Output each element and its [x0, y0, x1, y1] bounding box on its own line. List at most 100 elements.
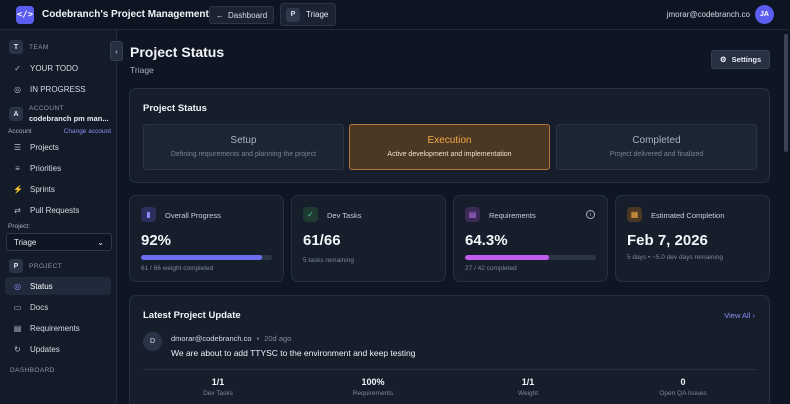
metric-value: 100% — [361, 377, 385, 387]
team-label: TEAM — [29, 43, 49, 51]
team-badge: T — [9, 40, 23, 54]
main-content: Project Status Triage ⚙ Settings Project… — [117, 30, 790, 404]
app-title[interactable]: Codebranch's Project Management Tool — [42, 9, 232, 20]
sidebar-item-label: Priorities — [30, 163, 62, 173]
project-select-label: Project: — [8, 223, 31, 230]
breadcrumb-project[interactable]: P Triage — [280, 3, 337, 26]
sidebar-item-label: Projects — [30, 142, 59, 152]
stat-card-requirements: ▤ Requirements i 64.3% 27 / 42 completed — [453, 195, 608, 282]
code-icon[interactable]: </> — [16, 6, 34, 24]
breadcrumb-label: Triage — [306, 10, 329, 19]
project-section-badge: P — [9, 259, 23, 273]
update-meta: dmorar@codebranch.co • 20d ago — [171, 334, 291, 343]
stat-value: 64.3% — [465, 232, 508, 249]
user-avatar[interactable]: JA — [755, 5, 774, 24]
sidebar-item-label: YOUR TODO — [30, 63, 79, 73]
sidebar-item-updates[interactable]: ↻ Updates — [5, 340, 111, 358]
avatar: D — [143, 332, 162, 351]
circle-dot-icon: ◎ — [14, 84, 21, 94]
calendar-icon: ▦ — [627, 207, 642, 222]
project-section-header: P PROJECT — [9, 259, 62, 273]
pull-request-icon: ⇄ — [14, 205, 21, 215]
change-account-link[interactable]: Change account — [63, 128, 111, 135]
progress-bar-fill — [141, 255, 262, 260]
project-select[interactable]: Triage ⌄ — [6, 233, 112, 251]
phase-setup[interactable]: Setup Defining requirements and planning… — [143, 124, 344, 170]
stat-note: 5 tasks remaining — [303, 257, 354, 264]
update-message: We are about to add TTYSC to the environ… — [171, 348, 416, 358]
progress-bar — [141, 255, 272, 260]
sidebar-item-in-progress[interactable]: ◎ IN PROGRESS — [5, 80, 111, 98]
document-icon: ▭ — [13, 302, 22, 312]
sidebar: T TEAM ✓ YOUR TODO ◎ IN PROGRESS A ACCOU… — [0, 30, 117, 404]
refresh-icon: ↻ — [14, 344, 21, 354]
metric-value: 0 — [680, 377, 686, 387]
project-section-label: PROJECT — [29, 262, 63, 270]
stat-card-estimated-completion: ▦ Estimated Completion Feb 7, 2026 5 day… — [615, 195, 770, 282]
sidebar-item-label: Sprints — [30, 184, 55, 194]
team-section-header: T TEAM — [9, 40, 49, 54]
metric-label: Open QA Issues — [659, 390, 707, 397]
sidebar-item-projects[interactable]: ☰ Projects — [5, 138, 111, 156]
list-icon: ☰ — [13, 142, 22, 152]
sidebar-item-label: Pull Requests — [30, 205, 80, 215]
update-time: 20d ago — [264, 334, 292, 343]
phase-name: Execution — [427, 135, 472, 146]
chevron-right-icon: › — [752, 311, 756, 320]
phase-description: Defining requirements and planning the p… — [170, 151, 317, 158]
sidebar-item-requirements[interactable]: ▤ Requirements — [5, 319, 111, 337]
metric-requirements: 100% Requirements — [308, 377, 438, 397]
stat-note: 61 / 66 weight completed — [141, 265, 214, 272]
account-label: ACCOUNT — [29, 105, 64, 112]
info-icon[interactable]: i — [586, 210, 595, 219]
settings-button[interactable]: ⚙ Settings — [711, 50, 770, 69]
project-badge: P — [286, 7, 300, 22]
account-section-header: A — [9, 107, 23, 121]
metric-weight: 1/1 Weight — [463, 377, 593, 397]
stat-note: 5 days • ~5.0 dev days remaining — [627, 254, 724, 261]
view-all-label: View All — [724, 311, 751, 320]
account-name: codebranch pm man... — [29, 114, 109, 123]
phase-name: Completed — [632, 135, 681, 146]
lightning-icon: ⚡ — [13, 184, 23, 194]
stat-note: 27 / 42 completed — [465, 265, 517, 272]
sidebar-item-sprints[interactable]: ⚡ Sprints — [5, 180, 111, 198]
sidebar-item-docs[interactable]: ▭ Docs — [5, 298, 111, 316]
phase-description: Project delivered and finalized — [609, 151, 704, 158]
stat-card-overall-progress: ▮ Overall Progress 92% 61 / 66 weight co… — [129, 195, 284, 282]
progress-bar-fill — [465, 255, 550, 260]
project-status-card: Project Status Setup Defining requiremen… — [129, 88, 770, 183]
page-title: Project Status — [130, 44, 225, 60]
dashboard-button-label: Dashboard — [228, 10, 268, 20]
dashboard-button[interactable]: ← Dashboard — [209, 6, 275, 24]
stat-value: 92% — [141, 232, 172, 249]
view-all-link[interactable]: View All › — [724, 311, 755, 320]
gear-icon: ⚙ — [719, 55, 727, 64]
page-scrollbar[interactable] — [784, 34, 788, 152]
sidebar-item-priorities[interactable]: ≡ Priorities — [5, 159, 111, 177]
sidebar-item-label: Updates — [30, 344, 60, 354]
sidebar-item-label: Status — [30, 281, 53, 291]
metric-label: Requirements — [352, 390, 394, 397]
status-card-title: Project Status — [143, 103, 207, 114]
metric-label: Weight — [517, 390, 539, 397]
chevron-down-icon: ⌄ — [97, 237, 104, 247]
sidebar-item-status[interactable]: ◎ Status — [5, 277, 111, 295]
metric-value: 1/1 — [521, 377, 535, 387]
metric-value: 1/1 — [211, 377, 225, 387]
sidebar-item-label: Docs — [30, 302, 49, 312]
dashboard-section-label: DASHBOARD — [10, 367, 55, 374]
check-icon: ✓ — [14, 63, 21, 73]
phase-execution[interactable]: Execution Active development and impleme… — [349, 124, 550, 170]
sidebar-item-your-todo[interactable]: ✓ YOUR TODO — [5, 59, 111, 77]
phase-completed[interactable]: Completed Project delivered and finalize… — [556, 124, 757, 170]
status-icon: ◎ — [14, 281, 21, 291]
project-select-value: Triage — [14, 237, 37, 247]
sidebar-item-pull-requests[interactable]: ⇄ Pull Requests — [5, 201, 111, 219]
meta-separator: • — [256, 334, 260, 343]
metric-label: Dev Tasks — [203, 390, 233, 397]
page-subtitle: Triage — [130, 65, 154, 75]
update-author: dmorar@codebranch.co — [171, 334, 252, 343]
update-card-title: Latest Project Update — [143, 310, 241, 321]
collapse-sidebar-button[interactable]: ‹ — [110, 41, 123, 61]
